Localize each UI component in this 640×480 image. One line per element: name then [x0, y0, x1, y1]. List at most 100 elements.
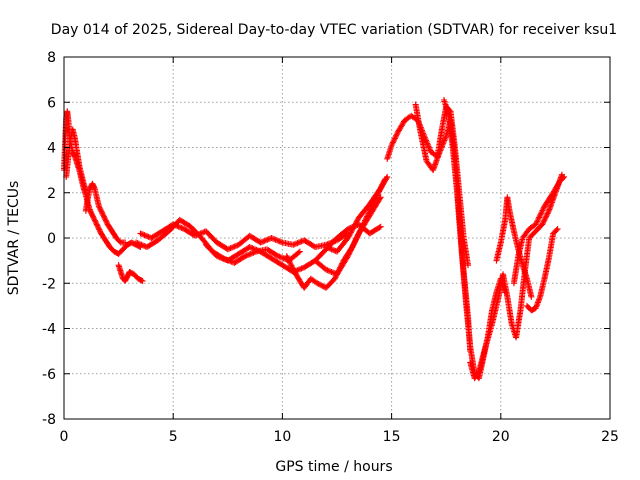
data-point — [243, 252, 250, 259]
data-point — [439, 141, 446, 148]
y-tick-label: -4 — [42, 322, 56, 338]
y-tick-label: 0 — [47, 231, 56, 247]
x-tick-label: 0 — [60, 429, 69, 445]
data-point — [139, 277, 146, 284]
data-point — [283, 253, 290, 260]
y-tick-label: 2 — [47, 186, 56, 202]
series-track-13 — [441, 96, 509, 382]
data-point — [295, 239, 302, 246]
data-point — [293, 240, 300, 247]
data-point — [426, 146, 433, 153]
data-point — [94, 222, 101, 229]
data-point — [327, 268, 334, 275]
data-point — [384, 173, 391, 180]
data-point — [331, 275, 338, 282]
data-point — [256, 248, 263, 255]
data-point — [346, 250, 353, 257]
series-track-10 — [323, 173, 391, 255]
series-track-3 — [82, 180, 129, 246]
series-track-17 — [524, 225, 561, 314]
data-point — [264, 236, 271, 243]
data-point — [273, 237, 280, 244]
data-point — [534, 218, 541, 225]
data-point — [268, 235, 275, 241]
data-point — [96, 204, 103, 211]
data-point — [297, 238, 304, 245]
data-point — [383, 175, 390, 182]
data-point — [100, 213, 107, 220]
data-point — [144, 233, 151, 240]
data-point — [289, 265, 296, 272]
data-point — [323, 266, 330, 273]
data-point — [101, 214, 108, 221]
data-point — [393, 131, 400, 138]
data-point — [441, 137, 448, 144]
data-point — [391, 136, 398, 143]
data-point — [95, 224, 102, 231]
data-point — [213, 253, 220, 260]
data-point — [277, 254, 284, 261]
data-point — [346, 248, 353, 255]
data-point — [543, 213, 550, 220]
data-point — [82, 187, 89, 194]
data-point — [442, 136, 449, 143]
data-point — [349, 244, 356, 251]
data-point — [560, 175, 567, 182]
data-point — [539, 221, 546, 228]
data-point — [263, 237, 270, 244]
data-point — [287, 261, 294, 268]
data-point — [138, 231, 145, 238]
data-point — [393, 132, 400, 139]
data-point — [226, 245, 233, 252]
data-point — [347, 247, 354, 254]
data-point — [252, 246, 259, 253]
marks-layer — [61, 96, 568, 382]
data-point — [442, 134, 449, 141]
data-point — [227, 245, 234, 252]
data-point — [299, 264, 306, 271]
data-point — [537, 211, 544, 218]
data-point — [276, 253, 283, 260]
data-point — [295, 249, 302, 256]
data-point — [543, 211, 550, 218]
data-point — [535, 215, 542, 222]
data-point — [377, 194, 384, 201]
chart-title: Day 014 of 2025, Sidereal Day-to-day VTE… — [51, 22, 617, 38]
data-point — [392, 134, 399, 141]
data-point — [261, 237, 268, 244]
data-point — [137, 241, 144, 248]
data-point — [389, 140, 396, 147]
data-point — [286, 258, 293, 265]
data-point — [538, 208, 545, 215]
data-point — [142, 232, 149, 239]
data-point — [249, 250, 256, 257]
data-point — [93, 221, 100, 228]
data-point — [100, 212, 107, 219]
data-point — [134, 240, 141, 247]
data-point — [231, 243, 238, 250]
x-tick-label: 15 — [383, 429, 401, 445]
data-point — [328, 268, 335, 275]
data-point — [426, 144, 433, 151]
data-point — [175, 223, 182, 230]
series-track-9 — [312, 194, 384, 278]
data-point — [294, 240, 301, 247]
data-point — [425, 143, 432, 150]
data-point — [545, 209, 552, 216]
data-point — [353, 236, 360, 243]
data-point — [353, 234, 360, 241]
data-point — [536, 214, 543, 221]
data-point — [89, 212, 96, 219]
y-tick-label: -2 — [42, 276, 56, 292]
x-tick-label: 25 — [601, 429, 619, 445]
data-point — [241, 253, 248, 260]
data-point — [220, 255, 227, 262]
data-point — [289, 263, 296, 270]
series-track-5 — [137, 221, 351, 253]
data-point — [224, 246, 231, 253]
data-point — [389, 139, 396, 146]
data-point — [285, 257, 292, 264]
data-point — [99, 211, 106, 218]
data-point — [216, 254, 223, 261]
